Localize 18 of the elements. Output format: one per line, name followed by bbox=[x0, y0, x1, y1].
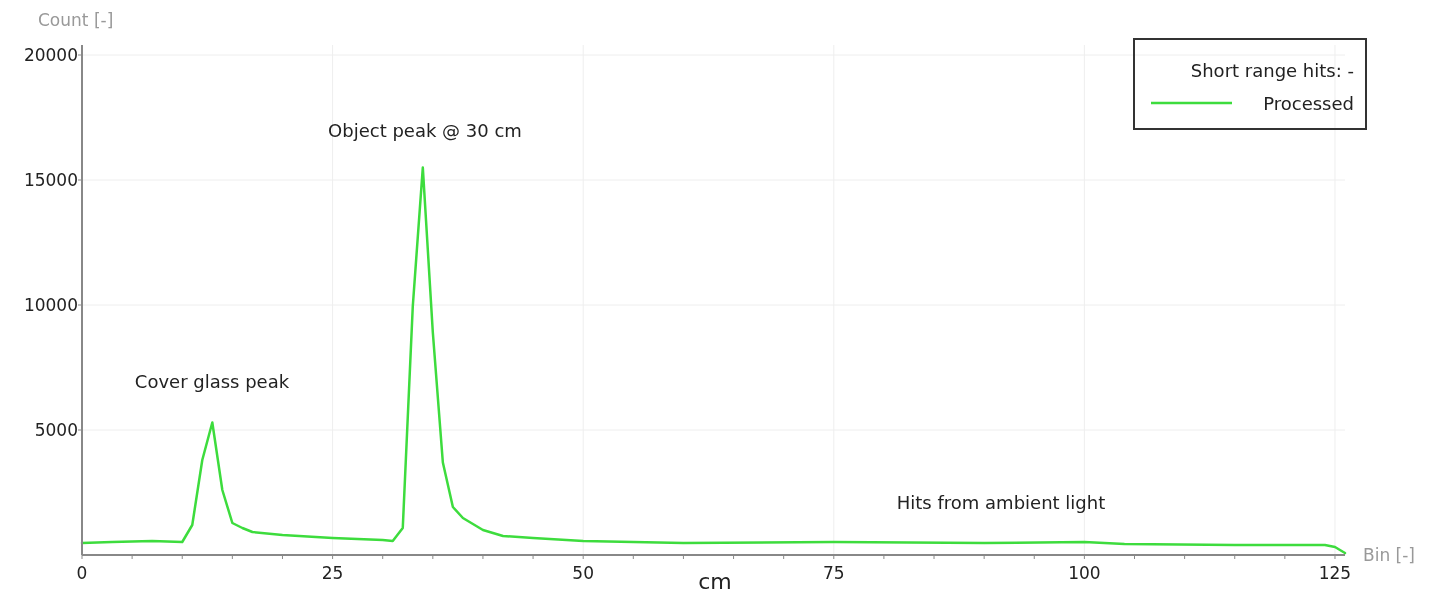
annotation: Hits from ambient light bbox=[896, 492, 1106, 513]
annotation: Cover glass peak bbox=[134, 371, 290, 392]
x-tick-label: 50 bbox=[572, 563, 595, 583]
x-tick-label: 25 bbox=[321, 563, 344, 583]
text: cm bbox=[698, 569, 732, 594]
y-tick-label: 15000 bbox=[23, 170, 78, 190]
y-tick-label: 20000 bbox=[23, 45, 78, 65]
x-tick-label: 100 bbox=[1068, 563, 1101, 583]
x-axis-title: Bin [-] bbox=[1363, 545, 1415, 565]
y-tick-label: 10000 bbox=[23, 295, 78, 315]
legend-label: Processed bbox=[1263, 93, 1354, 114]
x-tick-label: 125 bbox=[1318, 563, 1352, 583]
y-axis-title: Count [-] bbox=[38, 10, 114, 30]
x-tick-label: 0 bbox=[76, 563, 88, 583]
x-tick-label: 75 bbox=[822, 563, 845, 583]
annotation: Object peak @ 30 cm bbox=[328, 120, 522, 141]
y-tick-label: 5000 bbox=[34, 420, 78, 440]
legend-title: Short range hits: - bbox=[1190, 60, 1354, 81]
